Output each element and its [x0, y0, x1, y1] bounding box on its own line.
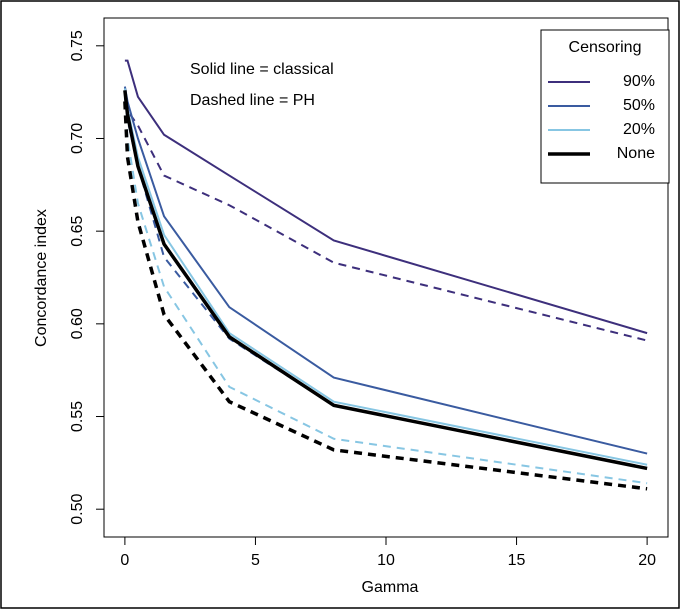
y-axis-label: Concordance index — [33, 209, 50, 347]
line-ph — [123, 101, 648, 485]
y-tick-label: 0.70 — [69, 123, 86, 154]
x-axis-label: Gamma — [362, 579, 419, 596]
y-tick-label: 0.50 — [69, 494, 86, 525]
legend-label: None — [617, 145, 655, 162]
line-ph — [123, 101, 648, 342]
x-tick-label: 10 — [377, 552, 395, 569]
x-tick-label: 5 — [251, 552, 260, 569]
y-tick-label: 0.75 — [69, 30, 86, 61]
line-ph — [123, 101, 648, 491]
legend-label: 50% — [623, 97, 655, 114]
legend-label: 90% — [623, 73, 655, 90]
y-tick-label: 0.65 — [69, 215, 86, 246]
legend-title: Censoring — [569, 39, 642, 56]
line-classical — [124, 59, 648, 335]
annotation: Solid line = classical — [190, 61, 334, 78]
legend-label: 20% — [623, 121, 655, 138]
y-tick-label: 0.60 — [69, 308, 86, 339]
annotation: Dashed line = PH — [190, 92, 315, 109]
line-classical — [123, 90, 648, 471]
x-tick-label: 20 — [638, 552, 656, 569]
x-tick-label: 0 — [120, 552, 129, 569]
x-tick-label: 15 — [508, 552, 526, 569]
y-tick-label: 0.55 — [69, 401, 86, 432]
